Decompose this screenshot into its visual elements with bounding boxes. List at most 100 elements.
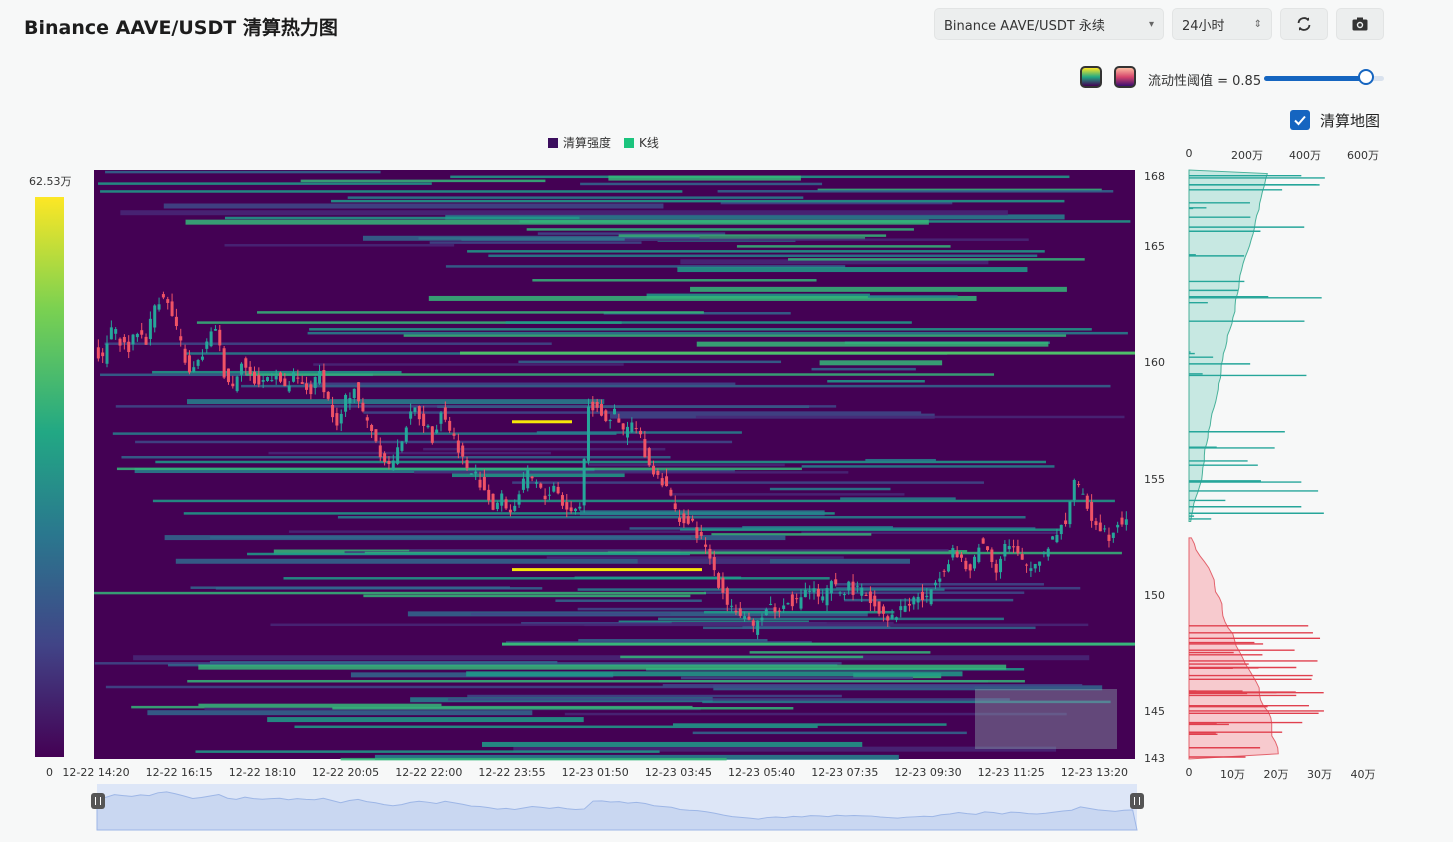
candle-body bbox=[899, 606, 903, 611]
heat-band bbox=[624, 238, 1029, 241]
refresh-button[interactable] bbox=[1280, 8, 1328, 40]
candle-body bbox=[443, 407, 447, 420]
legend-kline[interactable]: K线 bbox=[624, 134, 659, 151]
heat-band bbox=[505, 321, 912, 324]
time-tick-label: 12-23 01:50 bbox=[561, 766, 629, 779]
heat-band bbox=[437, 405, 810, 408]
candle-body bbox=[109, 327, 113, 340]
heat-band bbox=[677, 267, 1028, 273]
candle-body bbox=[912, 597, 916, 605]
candle-body bbox=[409, 411, 413, 419]
heat-band bbox=[450, 175, 1070, 179]
heat-band bbox=[445, 265, 846, 268]
heat-peak bbox=[512, 568, 702, 572]
candle-body bbox=[816, 588, 820, 597]
symbol-select[interactable]: Binance AAVE/USDT 永续 ▾ bbox=[934, 8, 1164, 40]
price-tick-label: 160 bbox=[1144, 356, 1165, 370]
candle-body bbox=[881, 606, 885, 614]
candle-body bbox=[465, 460, 469, 469]
candle-body bbox=[374, 429, 378, 442]
heat-band bbox=[680, 259, 989, 265]
candle-body bbox=[161, 294, 165, 298]
candle-body bbox=[738, 608, 742, 616]
legend-heat[interactable]: 清算强度 bbox=[548, 134, 611, 151]
overview-area bbox=[96, 791, 1138, 831]
candle-body bbox=[296, 377, 300, 379]
candle-body bbox=[239, 363, 243, 375]
candle-body bbox=[773, 607, 777, 613]
heat-band bbox=[185, 219, 929, 225]
candle-body bbox=[704, 544, 708, 547]
heat-band bbox=[811, 367, 916, 371]
candle-body bbox=[552, 485, 556, 492]
candle-body bbox=[1020, 554, 1024, 560]
heat-band bbox=[133, 655, 1090, 661]
candle-body bbox=[964, 560, 968, 570]
heat-band bbox=[273, 549, 681, 555]
candle-body bbox=[292, 372, 296, 382]
heat-band bbox=[104, 342, 552, 345]
heat-band bbox=[163, 203, 664, 209]
slider-knob[interactable] bbox=[1358, 69, 1374, 85]
price-tick-label: 168 bbox=[1144, 169, 1165, 183]
range-select[interactable]: 24小时 ⇕ bbox=[1172, 8, 1272, 40]
candle-body bbox=[187, 355, 191, 373]
candle-body bbox=[665, 476, 669, 487]
short-scale-tick: 200万 bbox=[1231, 149, 1263, 162]
range-start-handle[interactable] bbox=[91, 793, 105, 809]
heat-band bbox=[313, 363, 624, 366]
candle-body bbox=[734, 610, 738, 613]
candle-body bbox=[534, 482, 538, 484]
candle-body bbox=[920, 591, 924, 601]
legend-heat-swatch bbox=[548, 137, 558, 148]
candle-body bbox=[226, 368, 230, 383]
range-select-value: 24小时 bbox=[1182, 18, 1225, 34]
viridis-swatch[interactable] bbox=[1080, 66, 1102, 88]
candle-body bbox=[712, 557, 716, 571]
heat-band bbox=[347, 196, 804, 199]
heat-band bbox=[749, 651, 931, 654]
candle-body bbox=[200, 356, 204, 360]
heat-band bbox=[100, 190, 683, 193]
heat-band bbox=[521, 622, 827, 625]
heat-band bbox=[518, 360, 782, 364]
candle-body bbox=[1098, 522, 1102, 532]
candle-body bbox=[140, 330, 144, 335]
heat-band bbox=[844, 341, 1050, 344]
time-tick-label: 12-22 14:20 bbox=[62, 766, 130, 779]
magma-swatch[interactable] bbox=[1114, 66, 1136, 88]
screenshot-button[interactable] bbox=[1336, 8, 1384, 40]
long-scale-tick: 20万 bbox=[1263, 768, 1289, 781]
heat-band bbox=[519, 220, 1131, 223]
heat-band bbox=[577, 588, 945, 591]
candle-body bbox=[461, 445, 465, 457]
heat-band bbox=[115, 405, 837, 408]
heat-band bbox=[224, 216, 580, 220]
heat-band bbox=[448, 698, 1010, 701]
candle-body bbox=[387, 461, 391, 465]
candle-body bbox=[361, 402, 365, 412]
heat-band bbox=[577, 607, 777, 611]
heat-band bbox=[98, 182, 432, 185]
heat-band bbox=[531, 470, 735, 473]
candle-body bbox=[586, 406, 590, 461]
candle-body bbox=[968, 564, 972, 571]
heat-band bbox=[467, 694, 842, 698]
candle-body bbox=[365, 417, 369, 421]
heat-band bbox=[801, 465, 1055, 468]
candle-body bbox=[122, 336, 126, 343]
candle-body bbox=[266, 377, 269, 381]
threshold-slider[interactable] bbox=[1264, 69, 1384, 85]
heat-band bbox=[834, 583, 1044, 586]
range-end-handle[interactable] bbox=[1130, 793, 1144, 809]
heat-band bbox=[210, 536, 692, 539]
candle-body bbox=[782, 605, 786, 609]
candle-body bbox=[903, 605, 907, 612]
heat-band bbox=[190, 586, 510, 589]
show-map-checkbox[interactable] bbox=[1290, 110, 1310, 130]
candle-body bbox=[1124, 519, 1128, 525]
candle-body bbox=[925, 595, 929, 598]
candle-body bbox=[114, 329, 118, 334]
candle-body bbox=[331, 404, 335, 418]
